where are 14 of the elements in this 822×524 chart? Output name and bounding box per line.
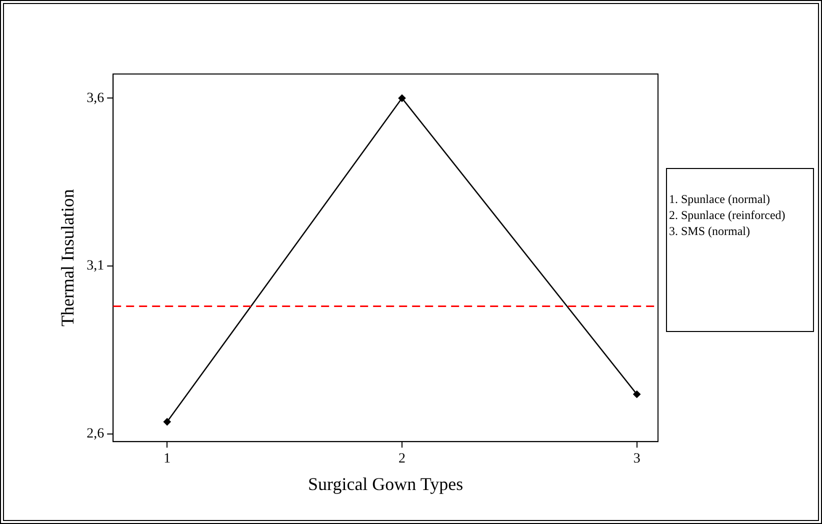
point <box>398 94 406 102</box>
y-tick-label: 3,1 <box>86 258 104 274</box>
x-axis-title: Surgical Gown Types <box>308 474 464 494</box>
text: 1. Spunlace (normal) <box>669 191 771 207</box>
point <box>163 418 171 426</box>
x-tick-label: 1 <box>164 452 171 467</box>
point <box>633 390 641 398</box>
y-tick-label: 2,6 <box>86 426 104 442</box>
x-tick-label: 3 <box>633 452 640 467</box>
y-tick-label: 3,6 <box>86 90 104 106</box>
x-tick-label: 2 <box>398 452 406 467</box>
y-axis-title: Thermal Insulation <box>58 189 78 327</box>
text: 2. Spunlace (reinforced) <box>669 207 786 223</box>
text: 3. SMS (normal) <box>669 223 751 239</box>
